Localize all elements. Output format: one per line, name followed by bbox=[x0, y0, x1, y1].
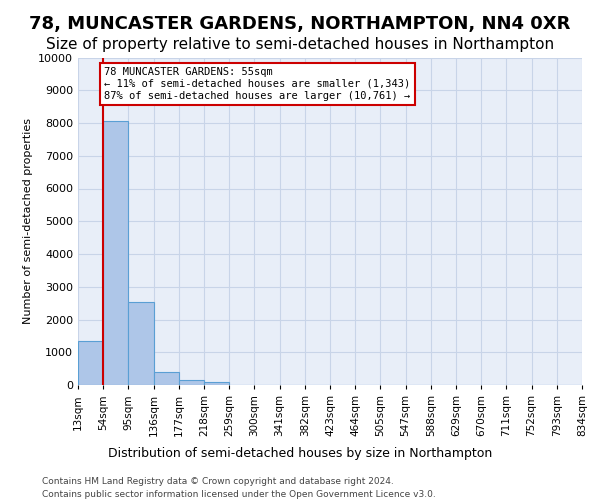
Text: Size of property relative to semi-detached houses in Northampton: Size of property relative to semi-detach… bbox=[46, 38, 554, 52]
Text: 78 MUNCASTER GARDENS: 55sqm
← 11% of semi-detached houses are smaller (1,343)
87: 78 MUNCASTER GARDENS: 55sqm ← 11% of sem… bbox=[104, 68, 411, 100]
Y-axis label: Number of semi-detached properties: Number of semi-detached properties bbox=[23, 118, 32, 324]
Text: Contains public sector information licensed under the Open Government Licence v3: Contains public sector information licen… bbox=[42, 490, 436, 499]
Text: Contains HM Land Registry data © Crown copyright and database right 2024.: Contains HM Land Registry data © Crown c… bbox=[42, 478, 394, 486]
Text: 78, MUNCASTER GARDENS, NORTHAMPTON, NN4 0XR: 78, MUNCASTER GARDENS, NORTHAMPTON, NN4 … bbox=[29, 15, 571, 33]
Bar bbox=[78, 341, 103, 385]
Bar bbox=[128, 302, 154, 385]
Bar bbox=[154, 372, 179, 385]
Bar bbox=[204, 382, 229, 385]
Bar bbox=[103, 122, 128, 385]
Bar bbox=[179, 380, 204, 385]
Text: Distribution of semi-detached houses by size in Northampton: Distribution of semi-detached houses by … bbox=[108, 448, 492, 460]
